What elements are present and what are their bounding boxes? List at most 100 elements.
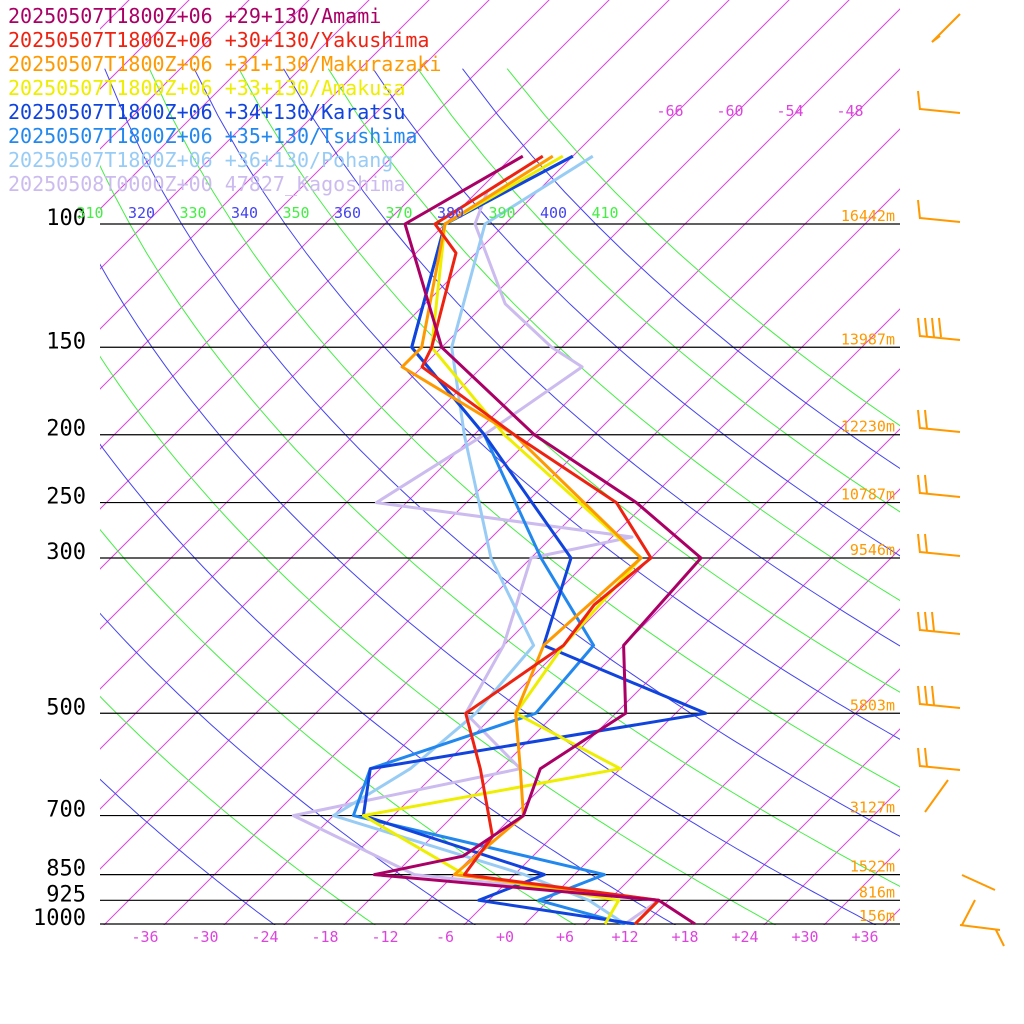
legend: 20250507T1800Z+06 +29+130/Amami20250507T…	[8, 4, 441, 196]
x-tick-label: -36	[131, 928, 158, 946]
pressure-label: 300	[46, 540, 86, 565]
isotherm-line	[100, 8, 900, 810]
isotherm-line	[100, 0, 490, 390]
isotherm-line	[100, 0, 790, 690]
x-tick-label: +12	[611, 928, 638, 946]
pressure-label: 1000	[33, 906, 86, 931]
moist-adiabat	[100, 528, 577, 925]
dry-adiabat	[193, 68, 900, 740]
isotherm-line	[583, 608, 900, 925]
wind-barb-feather	[938, 317, 942, 338]
wind-barb-feather	[924, 474, 928, 495]
pressure-label: 700	[46, 798, 86, 823]
wind-barb	[959, 924, 1001, 931]
x-tick-label: -30	[191, 928, 218, 946]
legend-entry: 20250507T1800Z+06 +29+130/Amami	[8, 4, 381, 28]
theta-label: 400	[540, 204, 567, 222]
dry-adiabat-lines	[100, 68, 900, 925]
dry-adiabat	[104, 68, 900, 837]
pressure-label: 500	[46, 695, 86, 720]
theta-label: 310	[76, 204, 103, 222]
wind-barb	[961, 874, 996, 891]
isotherm-line	[643, 668, 900, 925]
wind-barb-feather	[931, 611, 935, 632]
legend-entry: 20250507T1800Z+06 +31+130/Makurazaki	[8, 52, 441, 76]
dry-adiabat	[462, 68, 900, 470]
profile-line	[420, 154, 661, 925]
isotherm-line	[163, 188, 900, 925]
pressure-label: 150	[46, 329, 86, 354]
x-tick-label: +24	[731, 928, 758, 946]
x-tick-label: -18	[311, 928, 338, 946]
theta-label: 410	[591, 204, 618, 222]
isotherm-line	[403, 428, 900, 925]
dry-adiabat	[283, 68, 900, 647]
isotherm-line	[823, 848, 900, 925]
isotherm-line	[995, 0, 1024, 934]
moist-adiabat	[100, 164, 900, 888]
isotherm-line	[283, 308, 900, 925]
legend-entry: 20250507T1800Z+06 +33+130/Amakusa	[8, 76, 405, 100]
height-label: 3127m	[850, 799, 895, 817]
dry-adiabat	[100, 263, 877, 925]
isotherm-label: -48	[836, 102, 863, 120]
dry-adiabat	[100, 778, 276, 925]
wind-barb-feather	[917, 533, 921, 554]
x-tick-label: +18	[671, 928, 698, 946]
isotherm-line	[343, 368, 900, 925]
wind-barb-feather	[917, 199, 921, 220]
height-label: 16442m	[841, 207, 895, 225]
legend-entry: 20250507T1800Z+06 +35+130/Tsushima	[8, 124, 417, 148]
wind-barb	[961, 899, 976, 926]
isotherm-label: -60	[716, 102, 743, 120]
theta-label: 320	[128, 204, 155, 222]
wind-barb-feather	[924, 533, 928, 554]
isotherm-line	[100, 68, 900, 870]
isotherm-line	[100, 0, 850, 750]
theta-label: 350	[282, 204, 309, 222]
isotherm-line	[223, 248, 900, 925]
wind-barb	[924, 779, 949, 813]
legend-entry: 20250508T0000Z+00 47827_Kagoshima	[8, 172, 405, 196]
wind-barb-feather	[924, 611, 928, 632]
isotherm-line	[100, 0, 250, 150]
pressure-label: 100	[46, 206, 86, 231]
theta-label: 330	[179, 204, 206, 222]
moist-adiabat	[417, 68, 900, 513]
wind-barb-feather	[924, 317, 928, 338]
isotherm-line	[100, 0, 730, 630]
x-tick-label: -24	[251, 928, 278, 946]
moist-adiabat	[238, 68, 900, 693]
wind-barb-feather	[931, 317, 935, 338]
wind-barb-feather	[917, 747, 921, 768]
isotherm-label: -66	[656, 102, 683, 120]
height-label: 156m	[859, 907, 895, 925]
wind-barb-feather	[931, 685, 935, 706]
isotherm-line	[100, 0, 550, 450]
legend-entry: 20250507T1800Z+06 +34+130/Karatsu	[8, 100, 405, 124]
isotherm-line	[100, 0, 670, 570]
x-tick-label: +0	[496, 928, 514, 946]
moist-adiabat	[100, 355, 777, 925]
height-label: 816m	[859, 883, 895, 901]
wind-barb-feather	[917, 611, 921, 632]
wind-barb-feather	[931, 35, 941, 43]
x-tick-label: -6	[436, 928, 454, 946]
wind-barb-feather	[924, 685, 928, 706]
x-tick-label: +36	[851, 928, 878, 946]
pressure-level-lines	[100, 223, 900, 925]
isotherm-line	[100, 0, 310, 210]
profile-line	[361, 154, 643, 925]
profile-line	[372, 154, 703, 925]
pressure-label: 200	[46, 417, 86, 442]
isotherm-line	[100, 0, 610, 510]
theta-label: 360	[334, 204, 361, 222]
wind-barb-feather	[917, 90, 921, 111]
moist-adiabat	[100, 695, 376, 925]
wind-barb-feather	[917, 474, 921, 495]
wind-barb-feather	[917, 409, 921, 430]
legend-entry: 20250507T1800Z+06 +30+130/Yakushima	[8, 28, 429, 52]
pressure-label: 850	[46, 857, 86, 882]
wind-barb	[919, 108, 961, 114]
pressure-label: 250	[46, 485, 86, 510]
